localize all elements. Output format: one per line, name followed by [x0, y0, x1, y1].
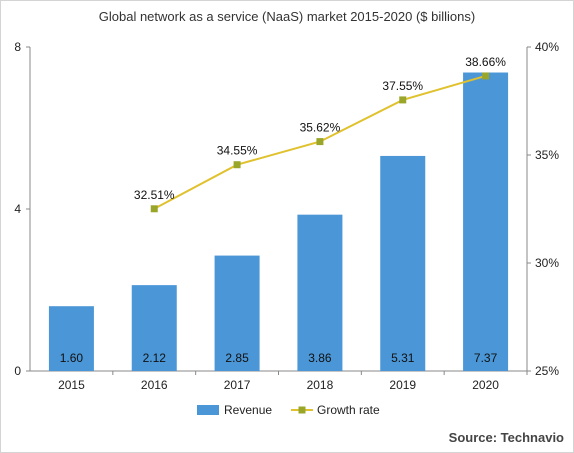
revenue-bar-label: 1.60 [60, 351, 84, 365]
growth-rate-marker [150, 205, 158, 213]
legend-revenue-label: Revenue [224, 403, 272, 417]
x-tick-label: 2020 [472, 378, 499, 392]
source-note: Source: Technavio [448, 430, 564, 445]
y-right-tick-label: 30% [535, 256, 559, 270]
y-left-tick-label: 4 [14, 202, 21, 216]
legend-growth-label: Growth rate [317, 403, 380, 417]
growth-rate-label: 38.66% [465, 55, 506, 69]
growth-rate-marker [233, 161, 241, 169]
revenue-bar-label: 7.37 [474, 351, 498, 365]
y-right-tick-label: 35% [535, 148, 559, 162]
revenue-bar [131, 285, 177, 371]
growth-rate-marker [399, 96, 407, 104]
revenue-bar [214, 255, 260, 371]
revenue-bar-label: 2.12 [143, 351, 167, 365]
x-tick-label: 2018 [307, 378, 334, 392]
revenue-bar [48, 306, 94, 371]
x-tick-label: 2016 [141, 378, 168, 392]
y-right-tick-label: 40% [535, 40, 559, 54]
x-tick-label: 2019 [389, 378, 416, 392]
y-left-tick-label: 0 [14, 364, 21, 378]
growth-rate-label: 37.55% [382, 79, 423, 93]
legend-revenue-swatch [197, 405, 219, 415]
revenue-bar-label: 2.85 [225, 351, 249, 365]
revenue-bar [297, 214, 343, 371]
x-tick-label: 2017 [224, 378, 251, 392]
growth-rate-marker [482, 72, 490, 80]
revenue-bar-label: 3.86 [308, 351, 332, 365]
revenue-bar [380, 155, 426, 371]
growth-rate-label: 34.55% [217, 144, 258, 158]
growth-rate-label: 32.51% [134, 188, 175, 202]
growth-rate-label: 35.62% [300, 121, 341, 135]
chart-title: Global network as a service (NaaS) marke… [98, 9, 476, 24]
revenue-bar [463, 72, 509, 371]
revenue-bar-label: 5.31 [391, 351, 415, 365]
growth-rate-marker [316, 138, 324, 146]
y-left-tick-label: 8 [14, 40, 21, 54]
legend-growth-marker [298, 406, 306, 414]
x-tick-label: 2015 [58, 378, 85, 392]
y-right-tick-label: 25% [535, 364, 559, 378]
